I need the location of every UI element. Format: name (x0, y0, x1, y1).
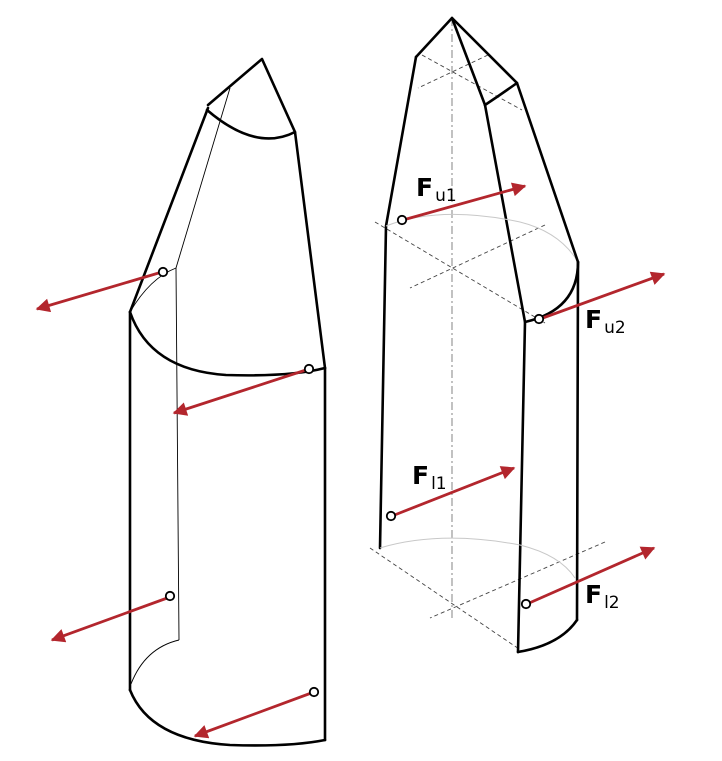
left-lower-inner-arc (130, 639, 180, 685)
right-half2-flank (515, 81, 580, 264)
left-arrow-lower-1 (50, 595, 171, 643)
construction-low-2 (429, 541, 606, 619)
right-half1-upper-rim (385, 213, 579, 263)
left-point-upper-2 (303, 363, 315, 375)
point-fl1 (385, 510, 397, 522)
point-fu1 (396, 214, 408, 226)
arrow-fu2 (539, 271, 666, 321)
right-half1-left (378, 55, 418, 550)
construction-low-1 (369, 547, 523, 652)
left-arrow-upper-2 (172, 367, 310, 416)
right-half2-upper-rim (523, 260, 580, 324)
left-point-upper-1 (157, 266, 169, 278)
construction-mid-1 (374, 221, 546, 324)
right-pencil (369, 16, 606, 654)
left-point-lower-1 (164, 590, 176, 602)
left-arrow-upper-1 (35, 270, 163, 313)
left-bottom-rim (128, 688, 327, 747)
construction-mid-2 (409, 224, 546, 289)
left-pencil (128, 57, 327, 747)
construction-top-2 (417, 54, 489, 89)
label-fu1-sub: u1 (435, 186, 457, 206)
left-cone-left-flank (128, 106, 210, 314)
point-fu2 (533, 313, 545, 325)
construction-top-1 (421, 54, 523, 111)
arrow-fl1 (391, 466, 516, 518)
left-cut-arc-back (129, 267, 177, 313)
label-fu2-sub: u2 (604, 318, 626, 338)
right-half2-right-side (575, 260, 580, 622)
arrow-fu1 (402, 182, 527, 222)
arrow-fl2 (526, 546, 656, 606)
label-fl1-sub: l1 (431, 474, 447, 494)
label-fu2-letter: F (585, 305, 602, 334)
left-tip-cone (205, 57, 297, 140)
label-fl2-sub: l2 (604, 593, 620, 613)
left-cone-right-flank (293, 130, 327, 370)
label-fl1-letter: F (412, 461, 429, 490)
left-arrow-lower-2 (193, 690, 315, 739)
right-half1-lower-rim (379, 537, 576, 579)
left-upper-rim (128, 310, 327, 377)
left-forces (35, 266, 320, 739)
point-fl2 (520, 598, 532, 610)
label-fu1-letter: F (416, 173, 433, 202)
right-half2-tip-cone (450, 16, 519, 107)
right-half2-lower-rim (516, 618, 579, 654)
label-fl2-letter: F (585, 580, 602, 609)
left-point-lower-2 (308, 686, 320, 698)
